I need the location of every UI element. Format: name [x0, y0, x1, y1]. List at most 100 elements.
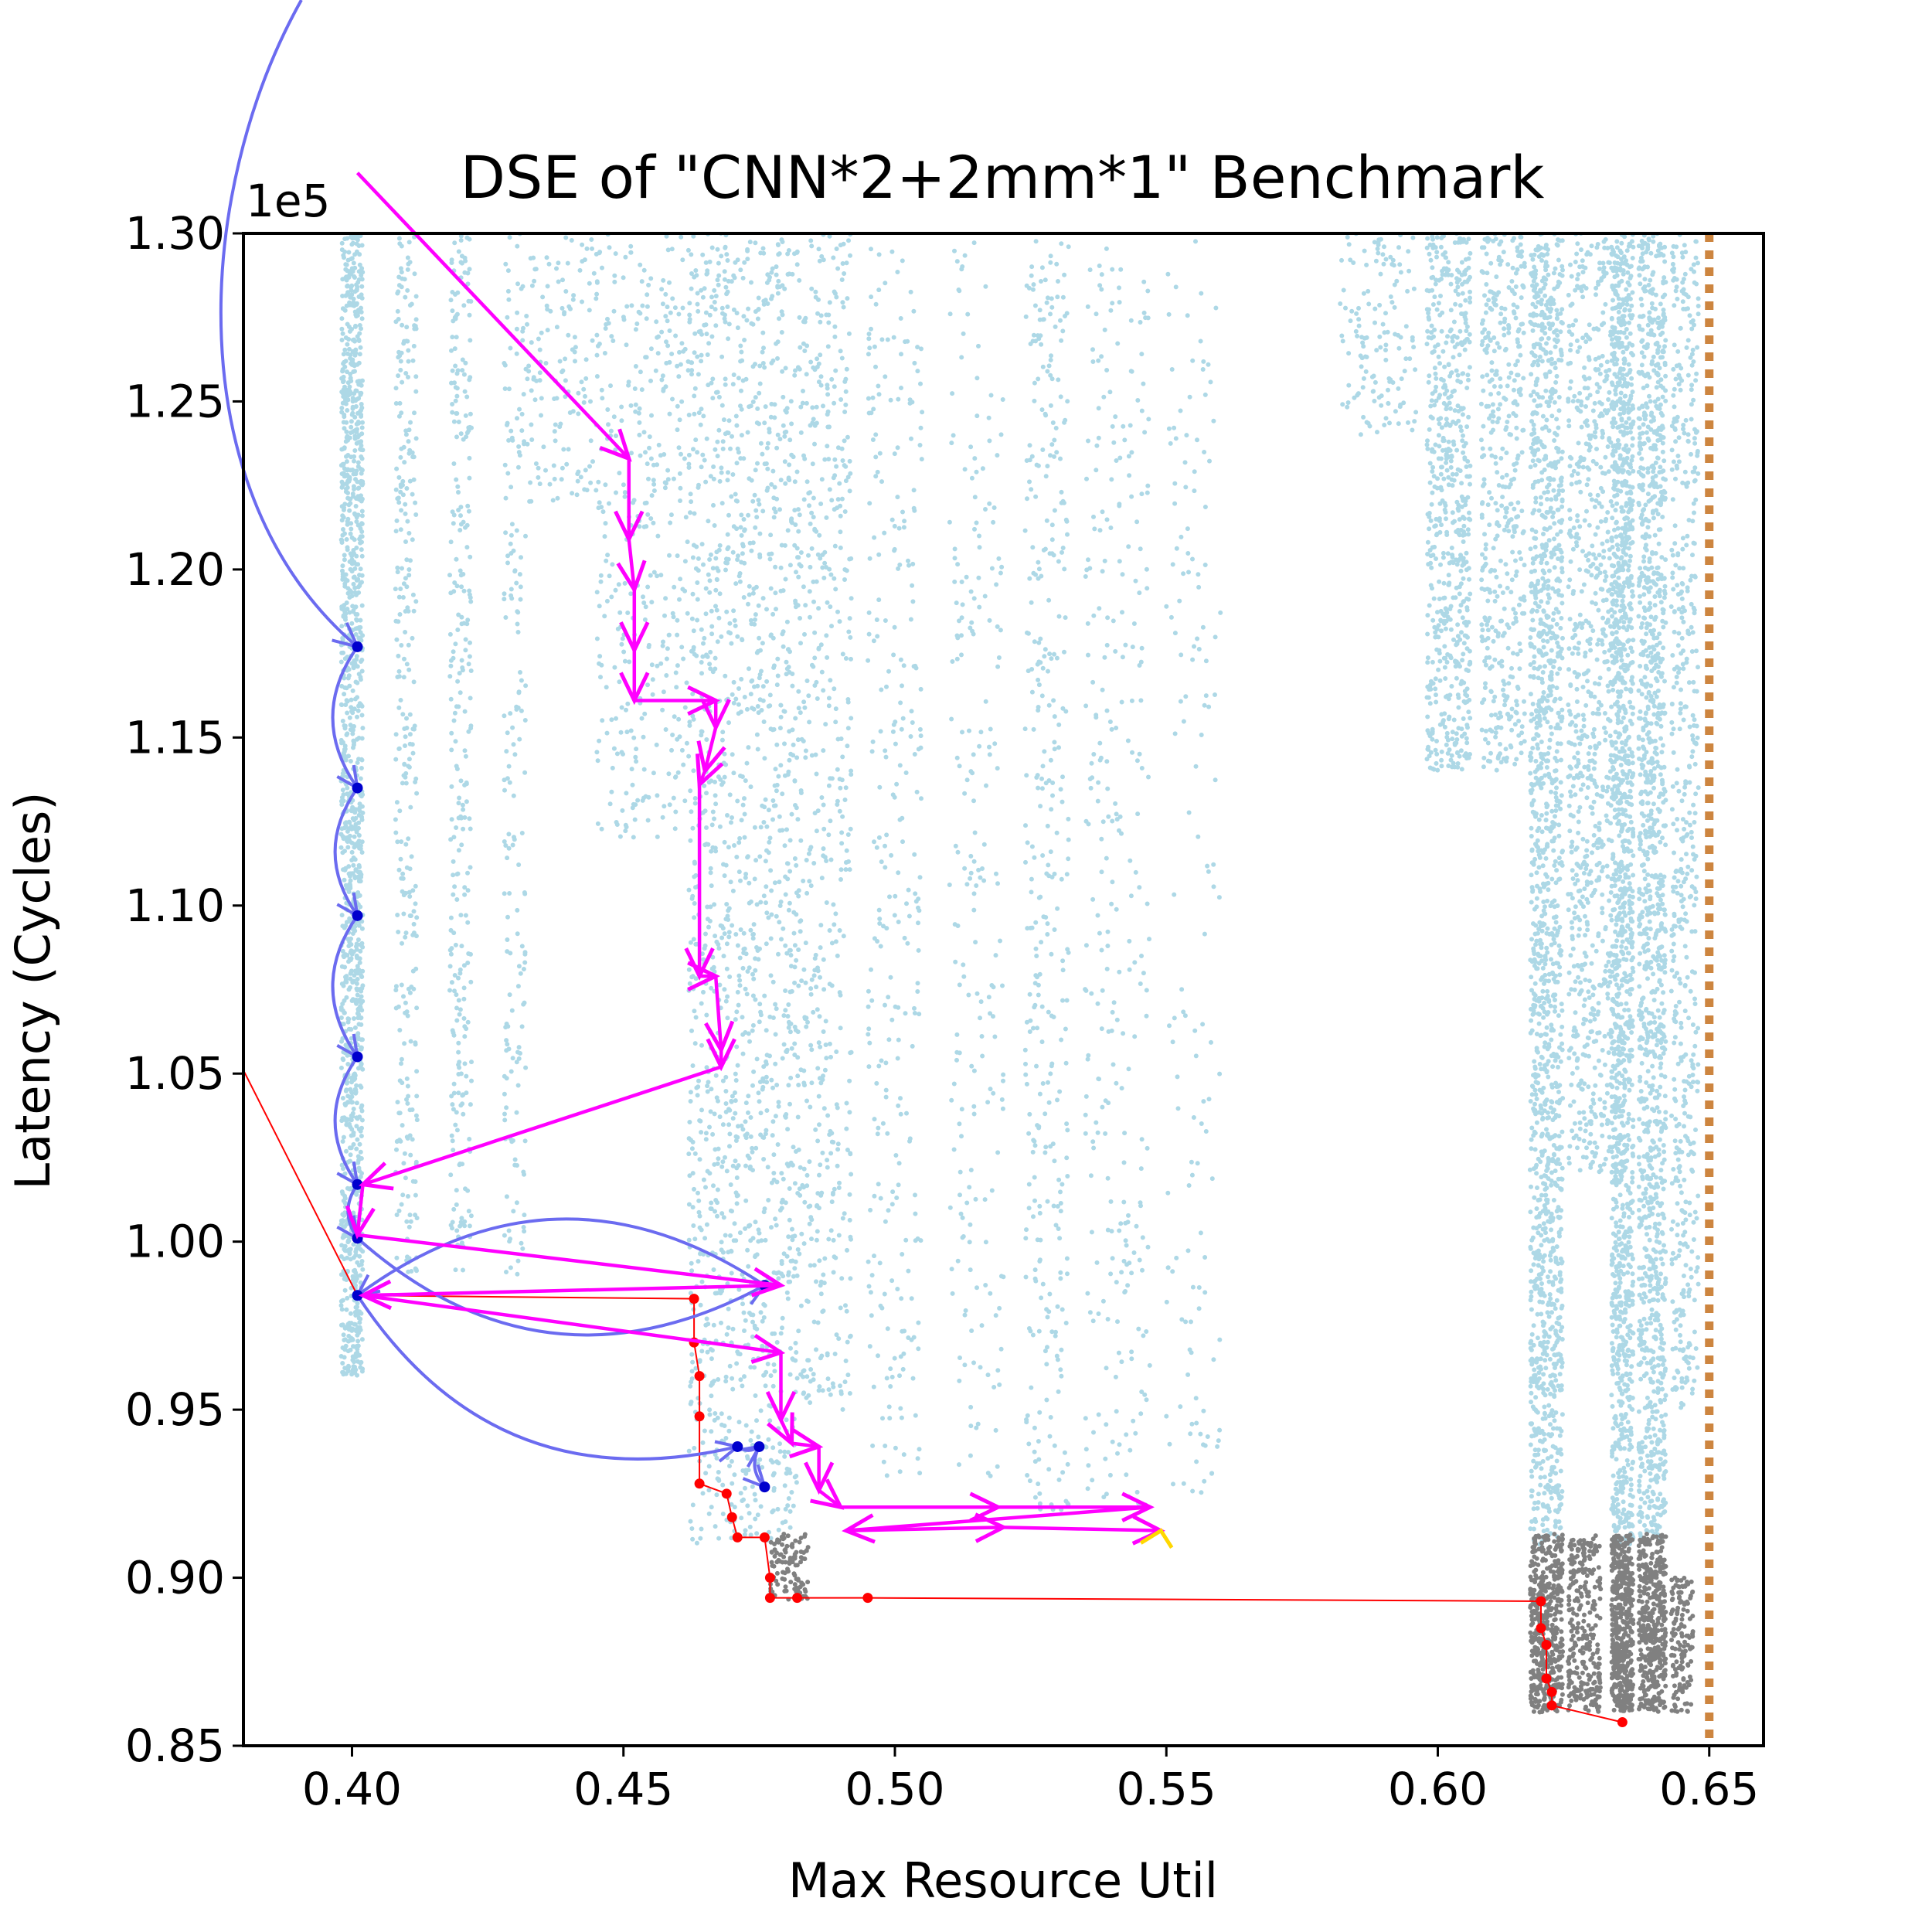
- y-tick-label: 0.90: [125, 1552, 225, 1604]
- arrow-head: [345, 1205, 376, 1240]
- explored-points: [502, 233, 529, 1277]
- x-tick-label: 0.55: [1117, 1763, 1216, 1815]
- blue-step-point: [759, 1481, 770, 1493]
- y-tick-label: 1.00: [125, 1216, 225, 1268]
- arrow-head: [687, 961, 720, 992]
- blue-arc: [355, 1294, 738, 1461]
- arrow-head: [359, 1162, 394, 1191]
- magenta-segment: [627, 539, 637, 590]
- pareto-point: [1541, 1673, 1552, 1684]
- feasible-points: [1609, 1532, 1636, 1713]
- blue-arc: [331, 914, 359, 1058]
- pareto-point: [764, 1573, 775, 1583]
- y-tick-label: 1.15: [125, 711, 225, 764]
- arrow-head: [706, 1038, 736, 1072]
- explored-points: [523, 233, 691, 504]
- magenta-segment: [791, 1441, 819, 1449]
- magenta-segment: [355, 1184, 365, 1236]
- arrow-head: [975, 1512, 1009, 1543]
- y-axis: 0.85 0.90 0.95 1.00 1.05 1.10 1.15 1.20 1.25 1.30: [125, 207, 243, 1772]
- magenta-segment: [713, 975, 723, 1050]
- blue-step-point: [352, 641, 363, 652]
- arrow-head: [696, 753, 724, 789]
- explored-points: [447, 233, 474, 1273]
- x-tick-label: 0.40: [302, 1763, 402, 1815]
- scatter-points: [338, 233, 1701, 1715]
- explored-points: [794, 233, 854, 1412]
- blue-search-path: [219, 0, 770, 1493]
- explored-points: [594, 500, 690, 840]
- arrow-head: [1121, 1492, 1155, 1522]
- blue-arc: [333, 787, 359, 917]
- y-tick-label: 1.10: [125, 879, 225, 932]
- blue-arc: [219, 0, 359, 648]
- blue-step-point: [352, 1290, 363, 1301]
- pareto-point: [1536, 1623, 1546, 1634]
- pareto-point: [1617, 1717, 1628, 1728]
- magenta-search-path: [345, 172, 1174, 1549]
- explored-points: [1164, 239, 1223, 1495]
- pareto-point: [694, 1371, 705, 1382]
- pareto-point: [689, 1294, 699, 1304]
- blue-arc: [331, 645, 359, 789]
- final-point: [1139, 1528, 1174, 1549]
- blue-step-point: [352, 910, 363, 921]
- y-tick-label: 1.30: [125, 207, 225, 260]
- explored-points: [1609, 233, 1636, 1546]
- explored-points: [1527, 233, 1566, 1547]
- y-tick-label: 1.05: [125, 1047, 225, 1100]
- y-tick-label: 1.25: [125, 375, 225, 427]
- explored-points: [866, 247, 925, 1478]
- pareto-point: [1546, 1686, 1557, 1697]
- x-tick-label: 0.45: [573, 1763, 673, 1815]
- explored-points: [1668, 233, 1701, 1410]
- x-tick-label: 0.50: [845, 1763, 944, 1815]
- arrow-head: [614, 510, 645, 544]
- y-offset-label: 1e5: [246, 175, 331, 227]
- explored-points: [686, 233, 800, 1546]
- blue-step-point: [352, 782, 363, 794]
- x-tick-label: 0.65: [1659, 1763, 1759, 1815]
- blue-step-point: [352, 1179, 363, 1190]
- pareto-point: [694, 1478, 705, 1489]
- pareto-point: [764, 1593, 775, 1604]
- magenta-segment: [702, 726, 718, 772]
- explored-points: [1338, 233, 1419, 437]
- pareto-point: [759, 1532, 770, 1543]
- blue-step-point: [352, 1051, 363, 1063]
- magenta-segment: [362, 1065, 722, 1186]
- magenta-segment: [818, 1488, 842, 1509]
- pareto-point: [1541, 1640, 1552, 1651]
- blue-arc: [356, 1217, 766, 1297]
- explored-points: [1636, 233, 1668, 1545]
- explored-points: [1083, 246, 1152, 1509]
- blue-arc: [356, 1236, 766, 1337]
- pareto-front: [243, 1070, 1628, 1728]
- blue-arc: [333, 1056, 359, 1185]
- magenta-segment: [845, 1505, 1151, 1532]
- plot-frame: [242, 232, 1765, 1747]
- arrow-head: [696, 740, 726, 776]
- blue-step-point: [732, 1440, 743, 1452]
- pareto-point: [1546, 1700, 1557, 1711]
- explored-points: [1022, 239, 1071, 1512]
- explored-points: [393, 234, 420, 1274]
- magenta-segment: [845, 1526, 1004, 1532]
- explored-points: [1566, 233, 1614, 1175]
- arrow-head: [750, 1267, 786, 1298]
- y-tick-label: 0.85: [125, 1719, 225, 1772]
- arrow-head: [767, 1412, 794, 1447]
- magenta-segment: [357, 1233, 781, 1287]
- x-axis-label: Max Resource Util: [788, 1852, 1218, 1909]
- arrow-head: [788, 1428, 824, 1459]
- y-axis-label: Latency (Cycles): [5, 792, 61, 1190]
- magenta-segment: [362, 1283, 781, 1298]
- pareto-line: [243, 1070, 1623, 1723]
- x-tick-label: 0.60: [1388, 1763, 1488, 1815]
- explored-points: [1424, 233, 1473, 773]
- feasible-points: [1566, 1533, 1604, 1714]
- pareto-point: [732, 1532, 743, 1543]
- magenta-segment: [362, 1294, 781, 1355]
- explored-points: [338, 233, 366, 1378]
